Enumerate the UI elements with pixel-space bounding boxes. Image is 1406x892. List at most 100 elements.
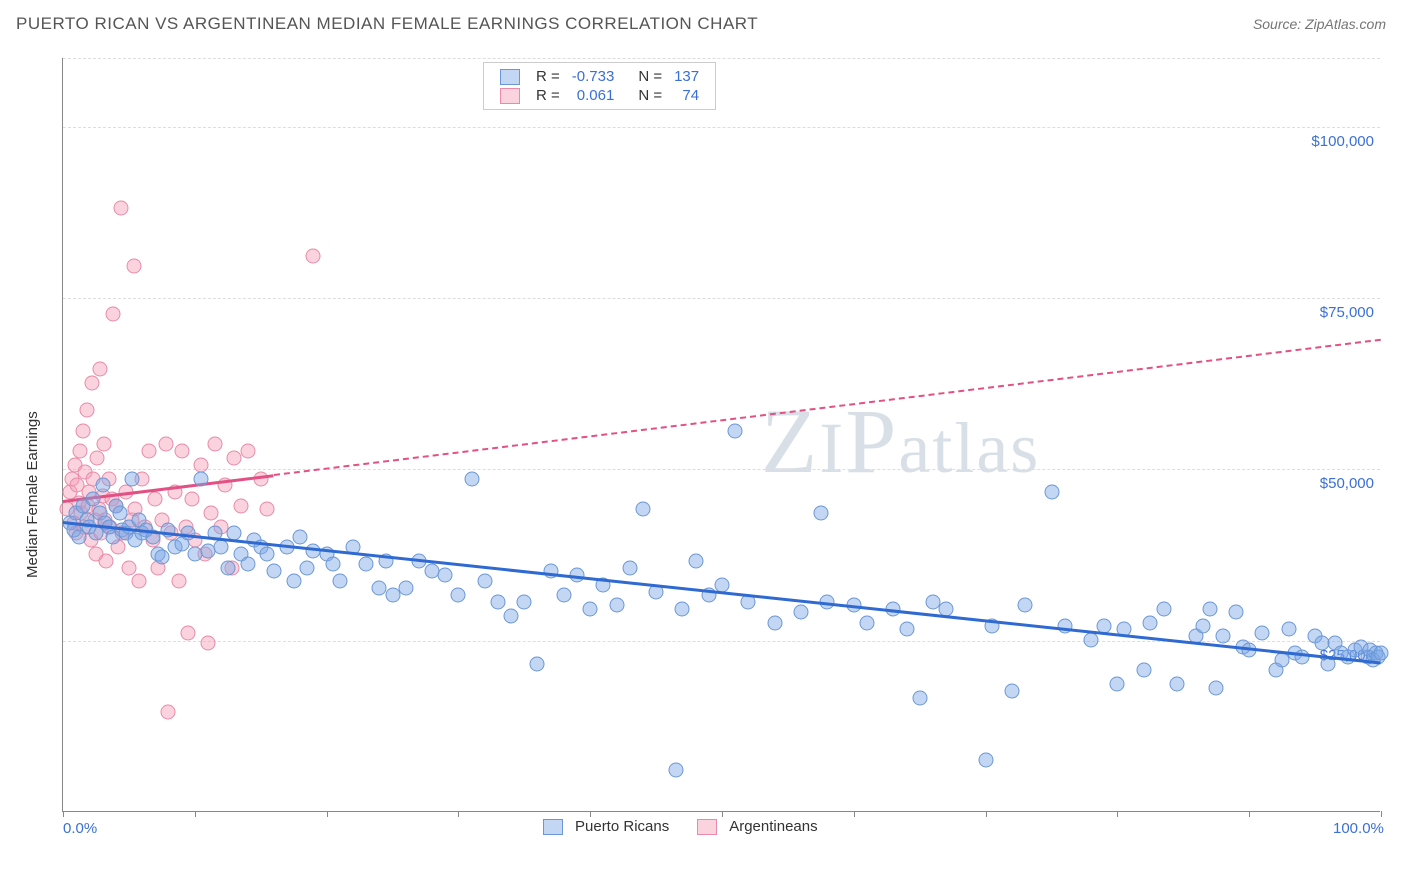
data-point [113,200,128,215]
data-point [112,505,127,520]
y-axis-title: Median Female Earnings [24,411,41,578]
x-tick [1117,811,1118,817]
trend-line-extrapolated [274,339,1381,476]
x-tick [63,811,64,817]
data-point [1202,601,1217,616]
data-point [148,492,163,507]
data-point [132,574,147,589]
x-tick [854,811,855,817]
data-point [207,437,222,452]
x-tick [458,811,459,817]
legend-n-label: N = [620,86,668,105]
data-point [556,588,571,603]
data-point [124,471,139,486]
data-point [1018,598,1033,613]
legend-label: Argentineans [729,818,817,835]
data-point [299,560,314,575]
legend-n-value: 74 [668,86,705,105]
x-tick-label: 100.0% [1333,820,1384,837]
x-tick [722,811,723,817]
data-point [1374,646,1389,661]
legend-r-label: R = [530,67,566,86]
chart-container: Median Female Earnings ZIPatlas $25,000$… [50,58,1380,828]
data-point [1169,677,1184,692]
data-point [185,492,200,507]
legend-item: Argentineans [697,818,817,835]
data-point [978,752,993,767]
data-point [233,498,248,513]
data-point [194,471,209,486]
data-point [96,437,111,452]
data-point [359,557,374,572]
data-point [675,601,690,616]
x-tick [327,811,328,817]
data-point [668,762,683,777]
data-point [1044,485,1059,500]
data-point [293,529,308,544]
trend-line [63,521,1381,664]
chart-header: PUERTO RICAN VS ARGENTINEAN MEDIAN FEMAL… [0,0,1406,42]
data-point [398,581,413,596]
data-point [75,423,90,438]
data-point [1281,622,1296,637]
data-point [899,622,914,637]
data-point [504,608,519,623]
legend-n-label: N = [620,67,668,86]
data-point [767,615,782,630]
data-point [1215,629,1230,644]
data-point [859,615,874,630]
gridline [63,127,1380,128]
data-point [622,560,637,575]
data-point [1229,605,1244,620]
x-tick-label: 0.0% [63,820,97,837]
data-point [214,540,229,555]
data-point [79,403,94,418]
data-point [1136,663,1151,678]
x-tick [1381,811,1382,817]
data-point [912,690,927,705]
data-point [127,259,142,274]
data-point [326,557,341,572]
data-point [99,553,114,568]
legend-label: Puerto Ricans [575,818,669,835]
data-point [813,505,828,520]
legend-n-value: 137 [668,67,705,86]
data-point [1057,618,1072,633]
data-point [260,502,275,517]
series-legend: Puerto Ricans Argentineans [543,818,818,835]
data-point [1156,601,1171,616]
data-point [1209,680,1224,695]
legend-r-label: R = [530,86,566,105]
x-tick [1249,811,1250,817]
data-point [174,444,189,459]
data-point [451,588,466,603]
data-point [203,505,218,520]
y-tick-label: $75,000 [1320,304,1374,321]
legend-swatch [500,88,520,104]
data-point [728,423,743,438]
data-point [121,560,136,575]
data-point [286,574,301,589]
data-point [609,598,624,613]
chart-title: PUERTO RICAN VS ARGENTINEAN MEDIAN FEMAL… [16,14,758,34]
data-point [220,560,235,575]
data-point [92,361,107,376]
legend-swatch [500,69,520,85]
data-point [583,601,598,616]
data-point [95,478,110,493]
data-point [181,625,196,640]
data-point [1143,615,1158,630]
x-tick [590,811,591,817]
data-point [266,564,281,579]
y-tick-label: $100,000 [1311,133,1374,150]
legend-item: Puerto Ricans [543,818,669,835]
x-tick [986,811,987,817]
data-point [73,444,88,459]
data-point [477,574,492,589]
data-point [158,437,173,452]
legend-r-value: 0.061 [566,86,621,105]
data-point [1196,618,1211,633]
data-point [490,594,505,609]
data-point [106,307,121,322]
data-point [794,605,809,620]
